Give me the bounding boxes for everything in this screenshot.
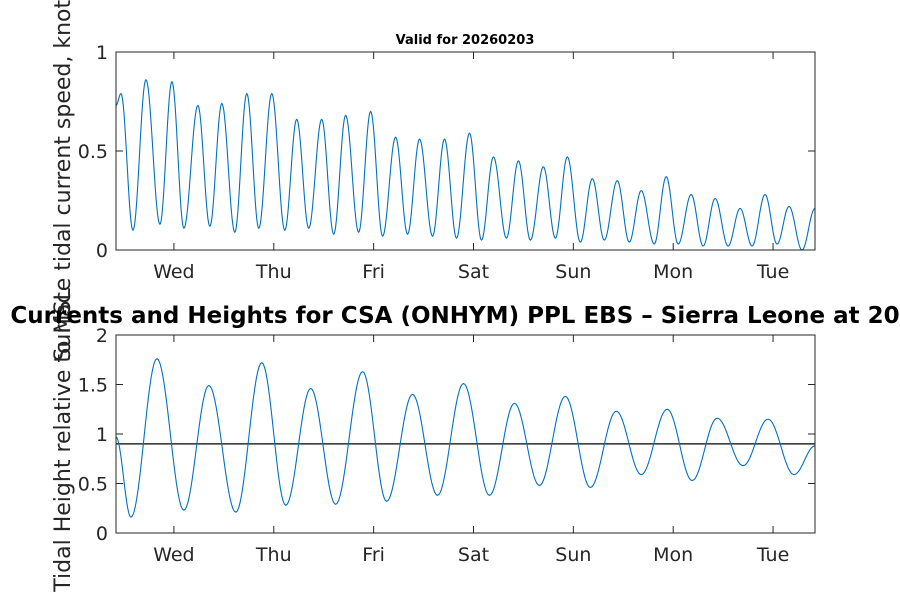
y-tick-label: 0.5 xyxy=(78,474,108,496)
chart-title: Valid for 20260203 xyxy=(396,33,535,48)
x-tick-label: Thu xyxy=(255,261,292,283)
series-line-0-0 xyxy=(115,78,816,251)
x-tick-label: Tue xyxy=(756,544,789,566)
y-tick-label: 1 xyxy=(96,42,108,64)
x-tick-label: Sun xyxy=(555,261,591,283)
y-tick-label: 0 xyxy=(96,523,108,545)
x-tick-label: Fri xyxy=(362,261,385,283)
y-tick-label: 1 xyxy=(96,424,108,446)
x-tick-label: Mon xyxy=(653,261,693,283)
x-tick-label: Sun xyxy=(555,544,591,566)
y-tick-label: 0.5 xyxy=(78,141,108,163)
plot-area-1 xyxy=(116,335,815,533)
x-tick-label: Wed xyxy=(153,544,194,566)
x-tick-label: Sat xyxy=(458,544,489,566)
y-tick-label: 0 xyxy=(96,240,108,262)
series-line-1-0 xyxy=(115,358,816,518)
y-axis-label: Tidal Height relative to MSL xyxy=(51,288,76,593)
x-tick-label: Wed xyxy=(153,261,194,283)
x-tick-label: Fri xyxy=(362,544,385,566)
x-tick-label: Mon xyxy=(653,544,693,566)
y-axis-label: Surface tidal current speed, knots xyxy=(51,0,76,362)
y-tick-label: 1.5 xyxy=(78,375,108,397)
x-tick-label: Thu xyxy=(255,544,292,566)
chart-title: Currents and Heights for CSA (ONHYM) PPL… xyxy=(10,303,899,329)
x-tick-label: Sat xyxy=(458,261,489,283)
x-tick-label: Tue xyxy=(756,261,789,283)
y-tick-label: 2 xyxy=(96,325,108,347)
